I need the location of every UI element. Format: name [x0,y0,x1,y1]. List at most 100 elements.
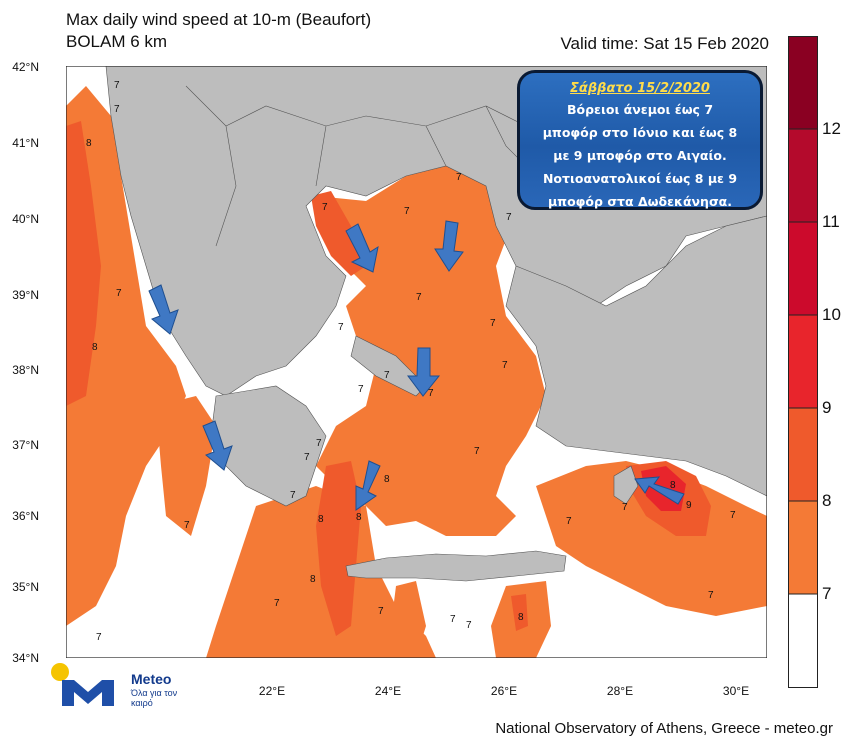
beaufort-label: 7 [114,80,120,91]
lon-label: 28°E [606,684,634,698]
colorbar-label: 12 [822,119,841,138]
beaufort-label: 7 [428,388,434,399]
beaufort-label: 8 [86,138,92,149]
callout-line: Βόρειοι άνεμοι έως 7 [566,102,714,117]
callout-line: Νοτιοανατολικοί έως 8 με 9 [542,171,738,186]
wind-zone-thermaikos-8 [311,191,366,276]
beaufort-label: 7 [290,490,296,501]
beaufort-label: 7 [96,632,102,643]
lon-label: 30°E [722,684,750,698]
beaufort-label: 8 [310,574,316,585]
map-title: Max daily wind speed at 10-m (Beaufort) [66,10,372,29]
wind-zone-ionian-tail [156,396,216,536]
colorbar-band [788,315,818,408]
lat-label: 40°N [12,212,39,226]
lat-label: 36°N [12,509,39,523]
colorbar [788,36,818,688]
wind-arrow [202,420,233,471]
beaufort-label: 7 [114,104,120,115]
wind-arrow [355,460,381,511]
sun-icon [51,663,69,681]
beaufort-label: 7 [358,384,364,395]
beaufort-label: 7 [506,212,512,223]
callout-line: μποφόρ στα Δωδεκάνησα. [547,194,733,209]
colorbar-label: 8 [822,491,832,510]
beaufort-label: 7 [316,438,322,449]
wind-arrow [634,476,685,505]
beaufort-labels: 7 7 8 7 8 7 7 7 7 7 7 7 7 7 7 7 7 7 7 7 … [86,80,736,643]
land-crete [345,550,567,582]
callout-line: με 9 μποφόρ στο Αιγαίο. [553,148,727,163]
lat-label: 35°N [12,580,39,594]
lon-label: 22°E [258,684,286,698]
beaufort-label: 7 [384,370,390,381]
callout-date: Σάββατο 15/2/2020 [570,81,710,96]
colorbar-label: 9 [822,398,832,417]
wind-arrow [345,223,379,273]
beaufort-label: 7 [416,292,422,303]
model-subtitle: BOLAM 6 km [66,32,168,51]
beaufort-label: 7 [304,452,310,463]
beaufort-label: 7 [708,590,714,601]
wind-arrow [148,284,179,335]
colorbar-label: 10 [822,305,841,324]
lon-label: 26°E [490,684,518,698]
lat-label: 34°N [12,651,39,665]
colorbar-frame [788,36,818,688]
colorbar-band [788,594,818,688]
beaufort-label: 8 [92,342,98,353]
wind-zone-karpathos-8 [511,594,528,631]
wind-zone-crete-east [386,581,426,658]
beaufort-label: 8 [384,474,390,485]
country-borders [185,85,527,247]
colorbar-band [788,36,818,129]
wind-zone-ionian-8 [66,121,101,406]
beaufort-label: 8 [318,514,324,525]
colorbar-band [788,222,818,315]
beaufort-label: 7 [502,360,508,371]
beaufort-label: 7 [566,516,572,527]
lat-label: 38°N [12,363,39,377]
colorbar-band [788,408,818,501]
beaufort-label: 7 [622,502,628,513]
land-evia [350,335,427,397]
beaufort-label: 8 [670,480,676,491]
beaufort-label: 7 [116,288,122,299]
wind-arrow [407,347,441,397]
beaufort-label: 7 [466,620,472,631]
beaufort-label: 7 [404,206,410,217]
beaufort-label: 7 [730,510,736,521]
lon-label: 24°E [374,684,402,698]
land-anatolia [505,215,767,497]
meteo-logo [51,663,114,706]
callout-line: μποφόρ στο Ιόνιο και έως 8 [542,125,738,140]
valid-time: Valid time: Sat 15 Feb 2020 [560,34,769,53]
beaufort-label: 9 [686,500,692,511]
colorbar-band [788,501,818,594]
beaufort-label: 7 [378,606,384,617]
colorbar-label: 7 [822,584,832,603]
footer-credit: National Observatory of Athens, Greece -… [495,720,833,737]
land-rhodes [613,465,639,505]
wind-zone-dodecanese [536,461,767,616]
logo-slogan: Όλα για τον καιρό [131,688,178,708]
beaufort-label: 7 [450,614,456,625]
beaufort-label: 8 [356,512,362,523]
beaufort-label: 7 [274,598,280,609]
m-logo-icon [62,680,114,706]
lat-label: 37°N [12,438,39,452]
logo-brand: Meteo [131,671,172,687]
colorbar-label: 11 [822,212,840,231]
beaufort-label: 7 [456,172,462,183]
wind-zone-kythera-8 [316,461,361,636]
beaufort-label: 8 [518,612,524,623]
beaufort-label: 7 [474,446,480,457]
wind-zone-ionian [66,86,186,626]
lat-label: 41°N [12,136,39,150]
beaufort-label: 7 [184,520,190,531]
beaufort-label: 7 [338,322,344,333]
beaufort-label: 7 [490,318,496,329]
wind-arrows [148,220,685,511]
wind-arrow [434,220,464,272]
lat-label: 39°N [12,288,39,302]
